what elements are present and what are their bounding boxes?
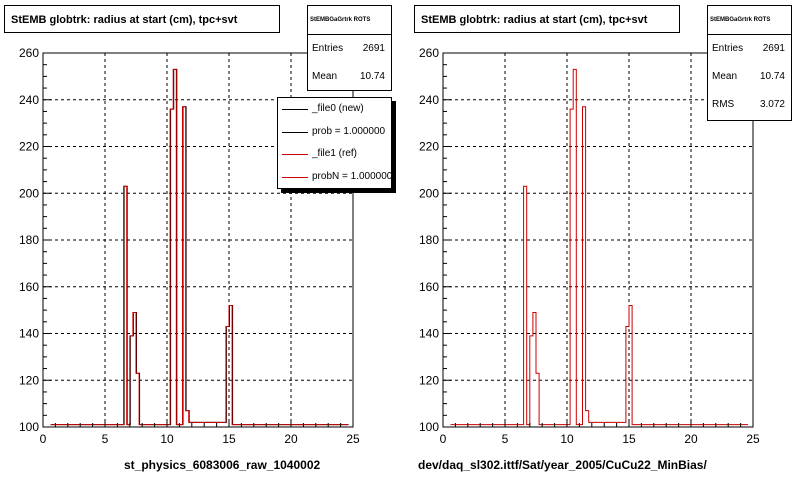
legend-line-probn <box>282 176 308 178</box>
right-ytick-label-5: 200 <box>419 186 439 200</box>
right-xtick-label-2: 10 <box>560 432 574 446</box>
left-ytick-label-5: 200 <box>19 186 39 200</box>
left-stats-mean: Mean 10.74 <box>308 63 391 90</box>
right-rms-label: RMS <box>712 99 735 110</box>
right-mean-label: Mean <box>712 71 738 82</box>
right-ytick-label-1: 120 <box>419 373 439 387</box>
left-ytick-label-2: 140 <box>19 327 39 341</box>
right-stats-rms: RMS 3.072 <box>708 91 791 119</box>
right-ytick-label-0: 100 <box>419 420 439 434</box>
left-stats-box: StEMBGaGrtrk ROTS Entries 2691 Mean 10.7… <box>307 5 392 91</box>
right-mean-value: 10.74 <box>759 71 785 82</box>
left-title: StEMB globtrk: radius at start (cm), tpc… <box>11 14 238 26</box>
right-stats-header: StEMBGaGrtrk ROTS <box>708 6 791 35</box>
legend-line-file1 <box>282 154 308 155</box>
left-xtick-label-0: 0 <box>40 432 47 446</box>
left-xtick-label-1: 5 <box>102 432 109 446</box>
right-ytick-label-7: 240 <box>419 93 439 107</box>
left-ytick-label-3: 160 <box>19 280 39 294</box>
left-entries-value: 2691 <box>362 43 385 54</box>
legend-label-probn: probN = 1.000000 <box>312 170 392 182</box>
right-rms-value: 3.072 <box>759 99 785 110</box>
left-mean-label: Mean <box>312 71 338 82</box>
legend-label-file1: _file1 (ref) <box>312 148 358 159</box>
legend-label-file0: _file0 (new) <box>312 103 364 114</box>
right-ytick-label-8: 260 <box>419 46 439 60</box>
left-ytick-label-1: 120 <box>19 373 39 387</box>
right-xtick-label-3: 15 <box>622 432 636 446</box>
right-stats-entries: Entries 2691 <box>708 35 791 63</box>
right-title-box: StEMB globtrk: radius at start (cm), tpc… <box>414 5 680 33</box>
right-stats-mean: Mean 10.74 <box>708 63 791 91</box>
right-xtick-label-1: 5 <box>502 432 509 446</box>
right-ytick-label-3: 160 <box>419 280 439 294</box>
right-ytick-label-4: 180 <box>419 233 439 247</box>
left-mean-value: 10.74 <box>359 71 385 82</box>
right-xtick-label-5: 25 <box>746 432 760 446</box>
left-legend-box: _file0 (new) prob = 1.000000 _file1 (ref… <box>277 97 392 189</box>
left-xtick-label-4: 20 <box>284 432 298 446</box>
left-ytick-label-4: 180 <box>19 233 39 247</box>
left-footer-label: st_physics_6083006_raw_1040002 <box>124 458 321 472</box>
left-title-box: StEMB globtrk: radius at start (cm), tpc… <box>4 5 280 33</box>
legend-entry-file0: _file0 (new) <box>278 98 391 121</box>
legend-line-file0 <box>282 109 308 110</box>
left-stats-header: StEMBGaGrtrk ROTS <box>308 6 391 35</box>
right-footer-label: dev/daq_sl302.ittf/Sat/year_2005/CuCu22_… <box>418 458 707 472</box>
left-ytick-label-0: 100 <box>19 420 39 434</box>
right-ytick-label-2: 140 <box>419 327 439 341</box>
legend-entry-prob: prob = 1.000000 <box>278 121 391 144</box>
left-ytick-label-8: 260 <box>19 46 39 60</box>
right-ytick-label-6: 220 <box>419 140 439 154</box>
left-stats-entries: Entries 2691 <box>308 35 391 63</box>
right-stats-box: StEMBGaGrtrk ROTS Entries 2691 Mean 10.7… <box>707 5 792 121</box>
left-xtick-label-3: 15 <box>222 432 236 446</box>
left-xtick-label-5: 25 <box>346 432 360 446</box>
right-xtick-label-0: 0 <box>440 432 447 446</box>
legend-entry-probn: probN = 1.000000 <box>278 166 391 189</box>
left-ytick-label-6: 220 <box>19 140 39 154</box>
right-entries-label: Entries <box>712 43 744 54</box>
right-entries-value: 2691 <box>762 43 785 54</box>
legend-label-prob: prob = 1.000000 <box>312 125 386 137</box>
right-histogram-series-0 <box>450 68 749 426</box>
left-xtick-label-2: 10 <box>160 432 174 446</box>
legend-line-prob <box>282 131 308 133</box>
right-title: StEMB globtrk: radius at start (cm), tpc… <box>421 14 648 26</box>
legend-entry-file1: _file1 (ref) <box>278 143 391 166</box>
left-ytick-label-7: 240 <box>19 93 39 107</box>
left-entries-label: Entries <box>312 43 344 54</box>
right-xtick-label-4: 20 <box>684 432 698 446</box>
